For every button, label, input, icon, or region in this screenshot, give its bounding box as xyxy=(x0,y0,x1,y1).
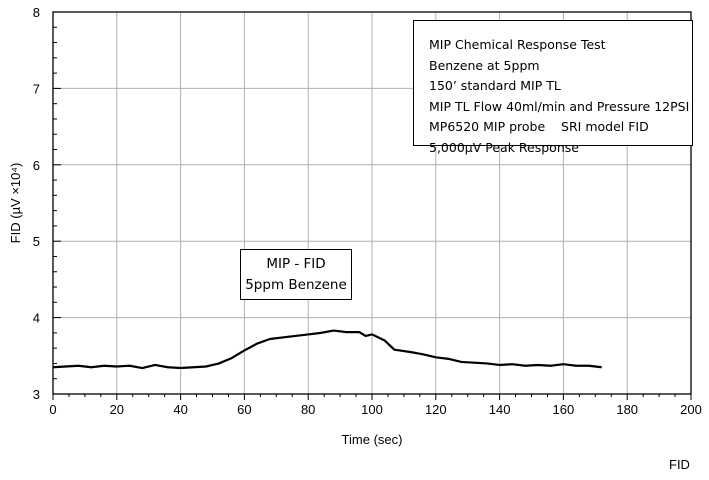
x-tick-label: 120 xyxy=(425,402,447,417)
y-axis-label: FID (µV ×10⁴) xyxy=(8,163,23,244)
info-line: 5,000µV Peak Response xyxy=(429,139,579,155)
y-tick-label: 3 xyxy=(33,387,40,402)
x-tick-label: 20 xyxy=(110,402,124,417)
info-line: 150’ standard MIP TL xyxy=(429,78,561,93)
x-tick-label: 140 xyxy=(489,402,511,417)
y-tick-label: 6 xyxy=(33,158,40,173)
y-tick-label: 8 xyxy=(33,5,40,20)
x-axis-label: Time (sec) xyxy=(342,432,403,447)
x-tick-label: 200 xyxy=(680,402,702,417)
x-tick-label: 40 xyxy=(173,402,187,417)
series-label-line: MIP - FID xyxy=(266,256,326,272)
x-tick-label: 180 xyxy=(616,402,638,417)
y-tick-label: 5 xyxy=(33,234,40,249)
footer-label: FID xyxy=(669,457,690,472)
info-box: MIP Chemical Response Test Benzene at 5p… xyxy=(413,20,693,155)
info-line: MIP Chemical Response Test xyxy=(429,37,606,52)
info-line: MP6520 MIP probe SRI model FID xyxy=(429,119,649,134)
info-line: Benzene at 5ppm xyxy=(429,57,540,73)
x-tick-label: 0 xyxy=(49,402,56,417)
x-tick-label: 60 xyxy=(237,402,251,417)
series-label-box: MIP - FID 5ppm Benzene xyxy=(240,249,352,300)
x-tick-label: 160 xyxy=(553,402,575,417)
info-line: MIP TL Flow 40ml/min and Pressure 12PSI xyxy=(429,98,690,114)
series-label-line: 5ppm Benzene xyxy=(245,277,347,293)
x-tick-label: 80 xyxy=(301,402,315,417)
series-line xyxy=(52,329,602,370)
x-tick-label: 100 xyxy=(361,402,383,417)
y-tick-label: 4 xyxy=(33,311,40,326)
y-tick-label: 7 xyxy=(33,81,40,96)
